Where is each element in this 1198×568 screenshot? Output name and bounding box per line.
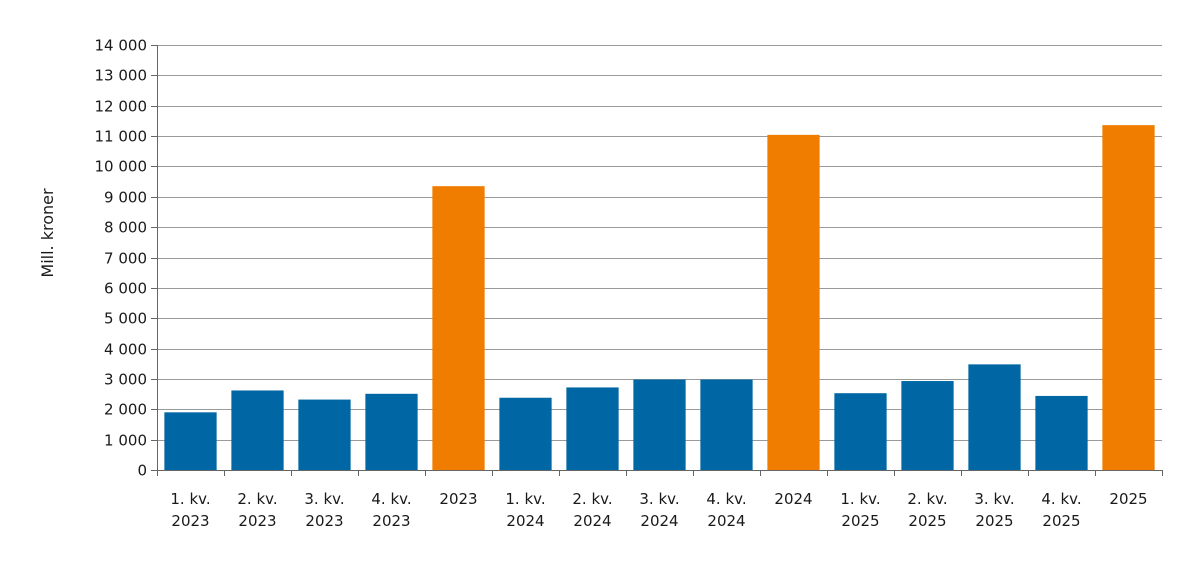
bar-quarter bbox=[700, 379, 753, 470]
x-tick-label: 1. kv. 2023 bbox=[170, 490, 210, 530]
bar-quarter bbox=[566, 387, 619, 470]
bar-quarter bbox=[834, 393, 887, 470]
x-tick-label: 3. kv. 2024 bbox=[639, 490, 679, 530]
x-tick-label: 2024 bbox=[774, 490, 812, 508]
x-axis-ticks: 1. kv. 2023 2. kv. 2023 3. kv. 2023 4. kv. 2023… bbox=[157, 470, 1163, 530]
bar-quarter bbox=[901, 381, 954, 470]
bar-year bbox=[767, 134, 820, 471]
y-tick-label: 14 000 bbox=[95, 37, 148, 55]
x-tick-label: 2. kv. 2023 bbox=[237, 490, 277, 530]
y-tick-label: 3 000 bbox=[104, 371, 147, 389]
gridlines bbox=[157, 45, 1162, 441]
y-tick-label: 2 000 bbox=[104, 401, 147, 419]
x-tick-label: 1. kv. 2024 bbox=[505, 490, 545, 530]
x-tick-label: 3. kv. 2023 bbox=[304, 490, 344, 530]
y-tick-label: 4 000 bbox=[104, 341, 147, 359]
bar-year bbox=[1102, 125, 1155, 470]
x-tick-label: 2025 bbox=[1109, 490, 1147, 508]
x-tick-label: 4. kv. 2025 bbox=[1041, 490, 1081, 530]
bars bbox=[164, 125, 1155, 471]
y-tick-label: 1 000 bbox=[104, 432, 147, 450]
x-tick-label: 4. kv. 2023 bbox=[371, 490, 411, 530]
y-tick-label: 12 000 bbox=[95, 98, 148, 116]
bar-quarter bbox=[968, 364, 1021, 470]
bar-quarter bbox=[499, 397, 552, 470]
x-tick-label: 2023 bbox=[439, 490, 477, 508]
y-axis-label: Mill. kroner bbox=[38, 188, 57, 278]
bar-quarter bbox=[164, 412, 217, 470]
bar-quarter bbox=[298, 399, 351, 470]
y-tick-label: 13 000 bbox=[95, 67, 148, 85]
bar-quarter bbox=[365, 393, 418, 470]
y-tick-label: 5 000 bbox=[104, 310, 147, 328]
y-tick-label: 10 000 bbox=[95, 158, 148, 176]
x-tick-label: 3. kv. 2025 bbox=[974, 490, 1014, 530]
y-tick-label: 9 000 bbox=[104, 189, 147, 207]
bar-quarter bbox=[1035, 395, 1088, 470]
x-tick-label: 4. kv. 2024 bbox=[706, 490, 746, 530]
bar-year bbox=[432, 186, 485, 470]
y-tick-label: 8 000 bbox=[104, 219, 147, 237]
y-tick-label: 6 000 bbox=[104, 280, 147, 298]
y-tick-label: 7 000 bbox=[104, 250, 147, 268]
x-tick-label: 1. kv. 2025 bbox=[840, 490, 880, 530]
x-tick-label: 2. kv. 2025 bbox=[907, 490, 947, 530]
y-tick-label: 11 000 bbox=[95, 128, 148, 146]
y-tick-label: 0 bbox=[137, 462, 147, 480]
bar-quarter bbox=[231, 390, 284, 470]
axes bbox=[157, 45, 1162, 471]
x-tick-label: 2. kv. 2024 bbox=[572, 490, 612, 530]
bar-quarter bbox=[633, 379, 686, 470]
y-axis-ticks: 0 1 000 2 000 3 000 4 000 5 000 6 000 7 000 8 00… bbox=[95, 37, 157, 480]
